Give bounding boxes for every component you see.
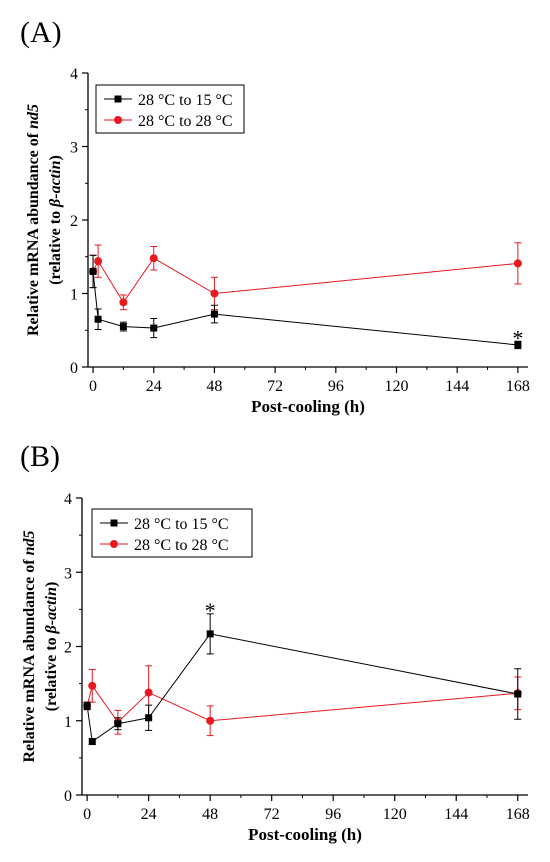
data-point <box>210 289 219 298</box>
y-tick-label: 0 <box>64 788 72 805</box>
legend-marker <box>114 116 122 124</box>
y-axis-label-line-1: Relative mRNA abundance of nd5 <box>21 530 38 762</box>
panel-label: (A) <box>20 16 62 49</box>
y-tick-label: 1 <box>64 714 72 731</box>
series-line <box>92 257 518 304</box>
y-tick-label: 2 <box>70 213 78 230</box>
data-point <box>145 714 153 722</box>
data-point <box>144 688 153 697</box>
y-axis-label-line-2: (relative to β-actin) <box>47 155 64 285</box>
x-tick-label: 24 <box>146 378 162 395</box>
data-point <box>514 690 522 698</box>
significance-marker: * <box>205 598 216 623</box>
data-point <box>88 681 97 690</box>
chart-panel-1: (A) 0 1 2 3 4 0 24 48 72 96 120 144 168 Post-cooling (… <box>20 16 530 416</box>
x-tick-label: 144 <box>445 378 469 395</box>
legend-marker <box>110 540 118 548</box>
y-tick-label: 4 <box>70 66 78 83</box>
y-axis-label-part: nd5 <box>21 530 38 555</box>
y-tick-label: 1 <box>70 287 78 304</box>
data-point <box>119 298 128 307</box>
y-axis-label-part: nd5 <box>25 104 42 129</box>
series-1 <box>89 254 522 350</box>
y-axis-label-part: ) <box>47 155 64 160</box>
series-line <box>92 271 518 346</box>
data-point <box>206 630 214 638</box>
y-axis-label-part: Relative mRNA abundance of <box>21 555 38 762</box>
y-axis-label-part: (relative to <box>43 633 60 711</box>
data-point <box>206 716 215 725</box>
legend-box <box>95 84 245 134</box>
y-axis-label-part: (relative to <box>47 207 64 285</box>
x-tick-label: 168 <box>506 806 530 823</box>
y-tick-label: 3 <box>64 565 72 582</box>
data-point <box>94 315 102 323</box>
x-tick-label: 48 <box>202 806 218 823</box>
x-tick-label: 120 <box>385 378 409 395</box>
series-2 <box>89 242 522 311</box>
data-point <box>119 323 127 331</box>
data-point <box>513 259 522 268</box>
y-tick-label: 4 <box>64 491 72 508</box>
x-tick-label: 168 <box>506 378 530 395</box>
data-point <box>150 324 158 332</box>
legend-box <box>91 508 253 558</box>
x-tick-label: 0 <box>83 806 91 823</box>
panel-label: (B) <box>20 440 60 473</box>
legend-marker <box>110 519 118 527</box>
series-1 <box>83 613 522 746</box>
data-point <box>514 341 522 349</box>
x-axis-label: Post-cooling (h) <box>251 397 365 416</box>
data-point <box>114 720 122 728</box>
legend-label: 28 °C to 15 °C <box>134 516 229 533</box>
y-axis-label-part: β-actin <box>47 160 64 208</box>
legend-label: 28 °C to 28 °C <box>138 113 233 130</box>
y-axis-label-part: β-actin <box>43 587 60 635</box>
x-tick-label: 120 <box>383 806 407 823</box>
legend: 28 °C to 15 °C 28 °C to 28 °C <box>91 508 253 558</box>
data-point <box>89 267 97 275</box>
data-point <box>88 738 96 746</box>
legend-marker <box>114 95 122 103</box>
legend-label: 28 °C to 15 °C <box>138 92 233 109</box>
data-point <box>210 310 218 318</box>
y-axis-label-line-1: Relative mRNA abundance of nd5 <box>25 104 42 336</box>
y-tick-label: 2 <box>64 640 72 657</box>
y-axis-label-part: Relative mRNA abundance of <box>25 129 42 336</box>
x-tick-label: 96 <box>328 378 344 395</box>
data-point <box>94 257 103 266</box>
x-tick-label: 24 <box>141 806 157 823</box>
x-tick-label: 144 <box>444 806 468 823</box>
y-tick-label: 3 <box>70 140 78 157</box>
legend-label: 28 °C to 28 °C <box>134 537 229 554</box>
y-tick-label: 0 <box>70 360 78 377</box>
series-line <box>86 633 518 743</box>
significance-marker: * <box>512 325 523 350</box>
x-tick-label: 48 <box>206 378 222 395</box>
x-tick-label: 72 <box>267 378 283 395</box>
y-axis-label-part: ) <box>43 582 60 587</box>
legend: 28 °C to 15 °C 28 °C to 28 °C <box>95 84 245 134</box>
x-tick-label: 96 <box>325 806 341 823</box>
x-tick-label: 0 <box>89 378 97 395</box>
chart-panel-2: (B) 0 1 2 3 4 0 24 48 72 96 120 144 168 Post-cooling (… <box>20 440 530 844</box>
y-axis-label-line-2: (relative to β-actin) <box>43 582 60 712</box>
data-point <box>83 702 91 710</box>
data-point <box>149 254 158 263</box>
x-axis-label: Post-cooling (h) <box>248 825 362 844</box>
x-tick-label: 72 <box>264 806 280 823</box>
